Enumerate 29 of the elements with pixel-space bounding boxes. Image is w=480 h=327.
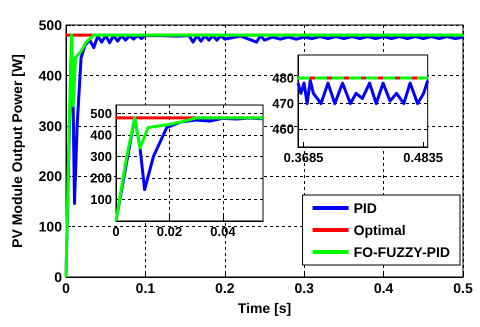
x-tick-label: 0.5 — [453, 280, 473, 296]
x-tick-label: 0.3 — [294, 280, 314, 296]
y-tick-label: 200 — [38, 168, 62, 184]
x-tick-label: 0.04 — [210, 224, 236, 239]
y-tick-label: 300 — [90, 149, 112, 164]
y-tick-label: 470 — [272, 96, 294, 112]
y-tick-label: 500 — [38, 17, 62, 33]
legend-label: PID — [354, 200, 377, 216]
y-tick-label: 100 — [38, 218, 62, 235]
x-tick-label: 0.02 — [156, 224, 182, 239]
x-tick-label: 0.4835 — [403, 150, 443, 165]
x-tick-label: 0.1 — [136, 280, 156, 296]
x-tick-label: 0.3685 — [284, 150, 324, 165]
y-tick-label: 100 — [90, 192, 112, 208]
y-tick-label: 200 — [90, 170, 112, 186]
y-tick-label: 400 — [90, 128, 112, 143]
legend-label: FO-FUZZY-PID — [354, 244, 450, 260]
y-tick-label: 300 — [38, 118, 62, 134]
y-tick-label: 500 — [90, 106, 112, 122]
legend-label: Optimal — [354, 222, 406, 238]
y-tick-label: 460 — [272, 122, 294, 137]
y-tick-label: 400 — [38, 67, 62, 84]
line-series — [296, 79, 430, 106]
y-axis-title: PV Module Output Power [W] — [9, 54, 25, 248]
x-tick-label: 0.4 — [374, 280, 394, 296]
x-axis-title: Time [s] — [238, 300, 292, 316]
y-tick-label: 0 — [54, 269, 62, 285]
x-tick-label: 0.2 — [215, 280, 235, 296]
y-tick-label: 480 — [272, 70, 294, 86]
